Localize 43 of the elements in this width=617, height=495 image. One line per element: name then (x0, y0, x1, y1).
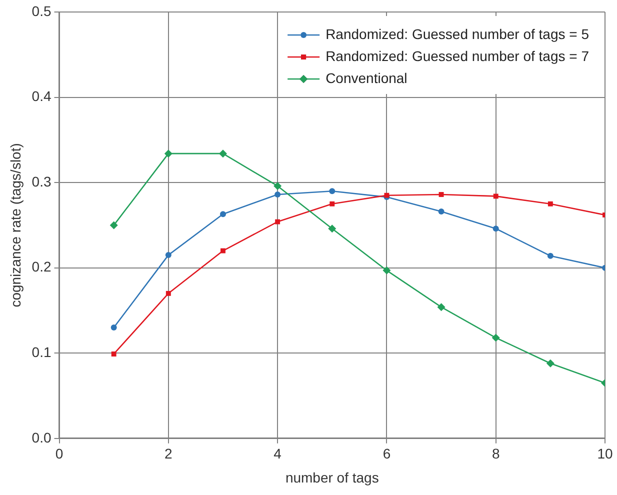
x-tick-label: 10 (597, 446, 613, 462)
x-tick-label: 2 (164, 446, 173, 462)
y-tick-label: 0.5 (32, 2, 52, 19)
x-tick-label: 0 (55, 446, 64, 462)
x-tick-label: 4 (274, 446, 282, 462)
point (329, 188, 336, 194)
point (220, 248, 226, 254)
y-tick-label: 0.0 (32, 429, 52, 446)
y-axis-title: cognizance rate (tags/slot) (7, 143, 24, 308)
y-tick-label: 0.1 (32, 344, 52, 360)
legend-label: Randomized: Guessed number of tags = 5 (326, 26, 590, 42)
point (492, 226, 499, 232)
point (546, 359, 554, 368)
x-tick-label: 6 (382, 446, 391, 462)
point (218, 150, 227, 158)
point (493, 194, 498, 199)
point (165, 252, 172, 258)
y-tick-label: 0.2 (32, 258, 52, 275)
point (111, 352, 116, 356)
point (164, 150, 172, 158)
y-tick-label: 0.3 (32, 173, 52, 190)
point (328, 224, 336, 233)
x-axis-title: number of tags (285, 469, 379, 486)
point (547, 252, 554, 259)
point (384, 192, 390, 198)
point (382, 266, 391, 274)
point (275, 219, 280, 224)
point (110, 324, 117, 331)
point (492, 334, 500, 342)
point (274, 192, 281, 198)
point (110, 221, 118, 230)
point (220, 211, 226, 218)
point (548, 201, 553, 206)
point (437, 303, 446, 312)
point (274, 182, 282, 190)
point (166, 290, 171, 296)
point (330, 201, 335, 206)
legend-label: Randomized: Guessed number of tags = 7 (326, 48, 590, 64)
point (438, 208, 444, 215)
y-tick-label: 0.4 (32, 88, 52, 104)
legend-label: Conventional (326, 70, 408, 86)
x-tick-label: 8 (492, 446, 500, 462)
point (438, 192, 444, 197)
